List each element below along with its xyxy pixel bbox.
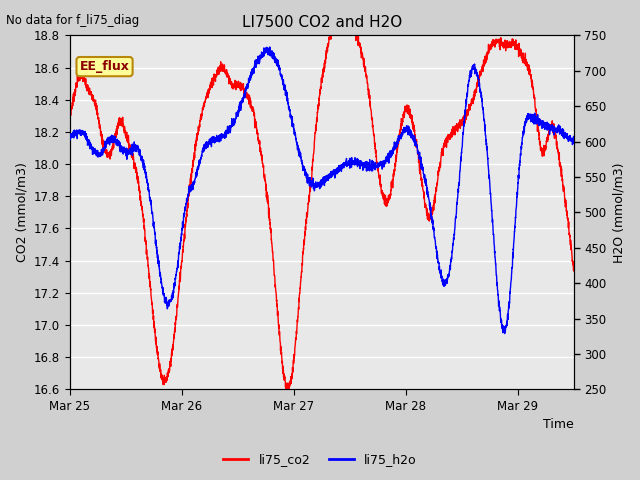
X-axis label: Time: Time: [543, 419, 574, 432]
Legend: li75_co2, li75_h2o: li75_co2, li75_h2o: [218, 448, 422, 471]
Y-axis label: CO2 (mmol/m3): CO2 (mmol/m3): [15, 162, 28, 262]
Title: LI7500 CO2 and H2O: LI7500 CO2 and H2O: [241, 15, 402, 30]
Text: EE_flux: EE_flux: [79, 60, 129, 73]
Text: No data for f_li75_diag: No data for f_li75_diag: [6, 14, 140, 27]
Y-axis label: H2O (mmol/m3): H2O (mmol/m3): [612, 162, 625, 263]
